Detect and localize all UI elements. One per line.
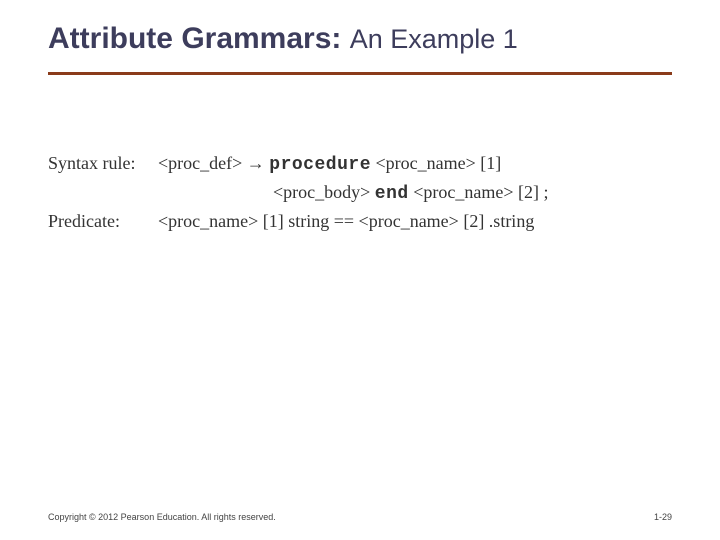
title-main: Attribute Grammars bbox=[48, 22, 331, 55]
predicate-label: Predicate: bbox=[48, 208, 158, 235]
predicate-row: Predicate: <proc_name> [1] string == <pr… bbox=[48, 208, 672, 235]
syntax-label: Syntax rule: bbox=[48, 150, 158, 177]
slide: Attribute Grammars: An Example 1 Syntax … bbox=[0, 0, 720, 540]
title-underline bbox=[48, 72, 672, 75]
syntax-line1-pre: <proc_def> → bbox=[158, 153, 269, 173]
content-block: Syntax rule: <proc_def> → procedure <pro… bbox=[48, 150, 672, 235]
predicate-body: <proc_name> [1] string == <proc_name> [2… bbox=[158, 208, 672, 235]
syntax-line2-post: <proc_name> [2] ; bbox=[409, 182, 549, 202]
keyword-end: end bbox=[375, 184, 409, 204]
footer-page-number: 1-29 bbox=[654, 512, 672, 522]
footer-copyright: Copyright © 2012 Pearson Education. All … bbox=[48, 512, 276, 522]
title-sub: An Example 1 bbox=[350, 24, 518, 54]
syntax-row-2: <proc_body> end <proc_name> [2] ; bbox=[48, 179, 672, 208]
title-separator: : bbox=[331, 22, 349, 55]
slide-title: Attribute Grammars: An Example 1 bbox=[48, 22, 672, 56]
syntax-body-2: <proc_body> end <proc_name> [2] ; bbox=[158, 179, 672, 208]
syntax-line1-post: <proc_name> [1] bbox=[371, 153, 501, 173]
syntax-row-1: Syntax rule: <proc_def> → procedure <pro… bbox=[48, 150, 672, 179]
syntax-body-1: <proc_def> → procedure <proc_name> [1] bbox=[158, 150, 672, 179]
syntax-line2-mid: <proc_body> bbox=[273, 182, 375, 202]
keyword-procedure: procedure bbox=[269, 155, 371, 175]
